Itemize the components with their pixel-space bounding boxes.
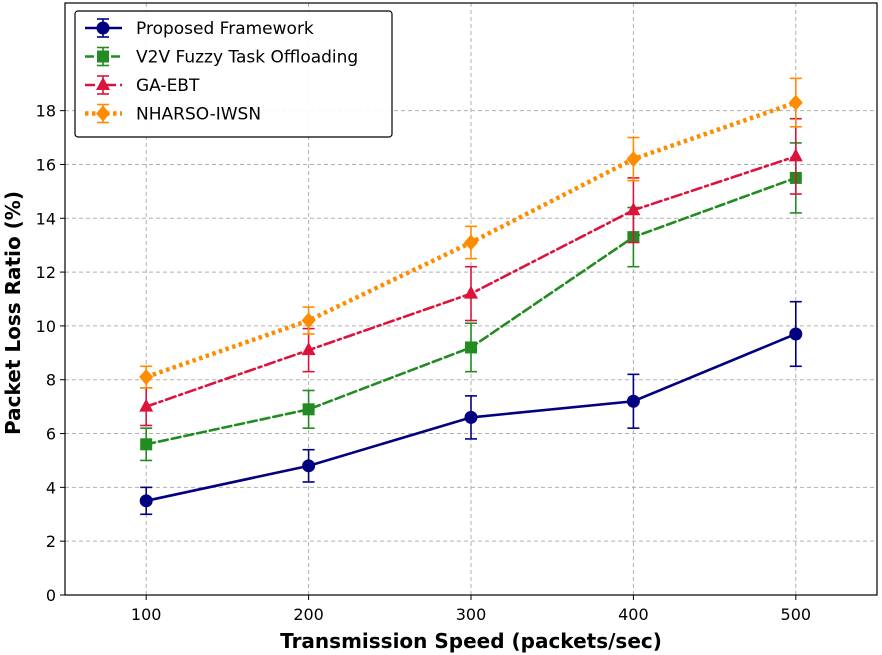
x-tick-label: 300: [456, 605, 487, 624]
legend-marker: [96, 77, 110, 90]
x-tick-label: 100: [131, 605, 162, 624]
y-tick-label: 14: [36, 209, 56, 228]
data-point: [464, 410, 478, 424]
data-point: [788, 94, 803, 111]
data-point: [302, 459, 316, 473]
legend-label: GA-EBT: [136, 76, 200, 96]
series-nharso-iwsn: [139, 77, 803, 389]
data-point: [301, 312, 316, 329]
legend-label: NHARSO-IWSN: [136, 105, 261, 125]
data-point: [626, 202, 641, 216]
x-axis-label: Transmission Speed (packets/sec): [280, 629, 662, 653]
y-tick-label: 6: [46, 425, 56, 444]
data-point: [464, 285, 478, 299]
legend-marker: [97, 50, 109, 63]
data-point: [788, 148, 803, 162]
series-group: [139, 77, 803, 516]
series-proposed-framework: [139, 300, 803, 516]
data-point: [140, 438, 153, 451]
legend-item: GA-EBT: [85, 75, 200, 96]
legend-marker: [96, 21, 110, 35]
y-tick-label: 8: [46, 371, 56, 390]
data-point: [139, 398, 154, 412]
data-point: [464, 234, 478, 251]
y-tick-label: 2: [46, 532, 56, 551]
series-ga-ebt: [139, 117, 803, 427]
x-tick-label: 400: [618, 605, 649, 624]
data-point: [626, 394, 640, 408]
legend: Proposed Framework V2V Fuzzy Task Offload…: [74, 10, 393, 138]
data-point: [301, 342, 316, 356]
y-tick-label: 10: [36, 317, 56, 336]
legend-item: NHARSO-IWSN: [85, 103, 261, 125]
x-tick-label: 500: [781, 605, 812, 624]
data-point: [465, 341, 477, 354]
legend-marker: [96, 105, 110, 122]
data-point: [139, 369, 154, 386]
legend-label: Proposed Framework: [136, 19, 314, 39]
axis-ticks: 100 200 300 400 500 0 2 4 6 8 10 12 14 16 18: [36, 102, 811, 624]
y-tick-label: 4: [46, 478, 56, 497]
y-tick-label: 12: [36, 263, 56, 282]
legend-box: [74, 10, 393, 138]
legend-item: Proposed Framework: [85, 18, 314, 39]
data-point: [626, 151, 641, 168]
data-point: [789, 327, 803, 341]
y-tick-label: 0: [46, 586, 56, 605]
data-point: [139, 494, 153, 508]
y-tick-label: 18: [36, 102, 56, 121]
legend-item: V2V Fuzzy Task Offloading: [85, 46, 358, 68]
data-point: [302, 403, 315, 416]
y-tick-label: 16: [36, 155, 56, 174]
x-tick-label: 200: [293, 605, 324, 624]
legend-label: V2V Fuzzy Task Offloading: [136, 48, 358, 68]
y-axis-label: Packet Loss Ratio (%): [1, 191, 25, 435]
